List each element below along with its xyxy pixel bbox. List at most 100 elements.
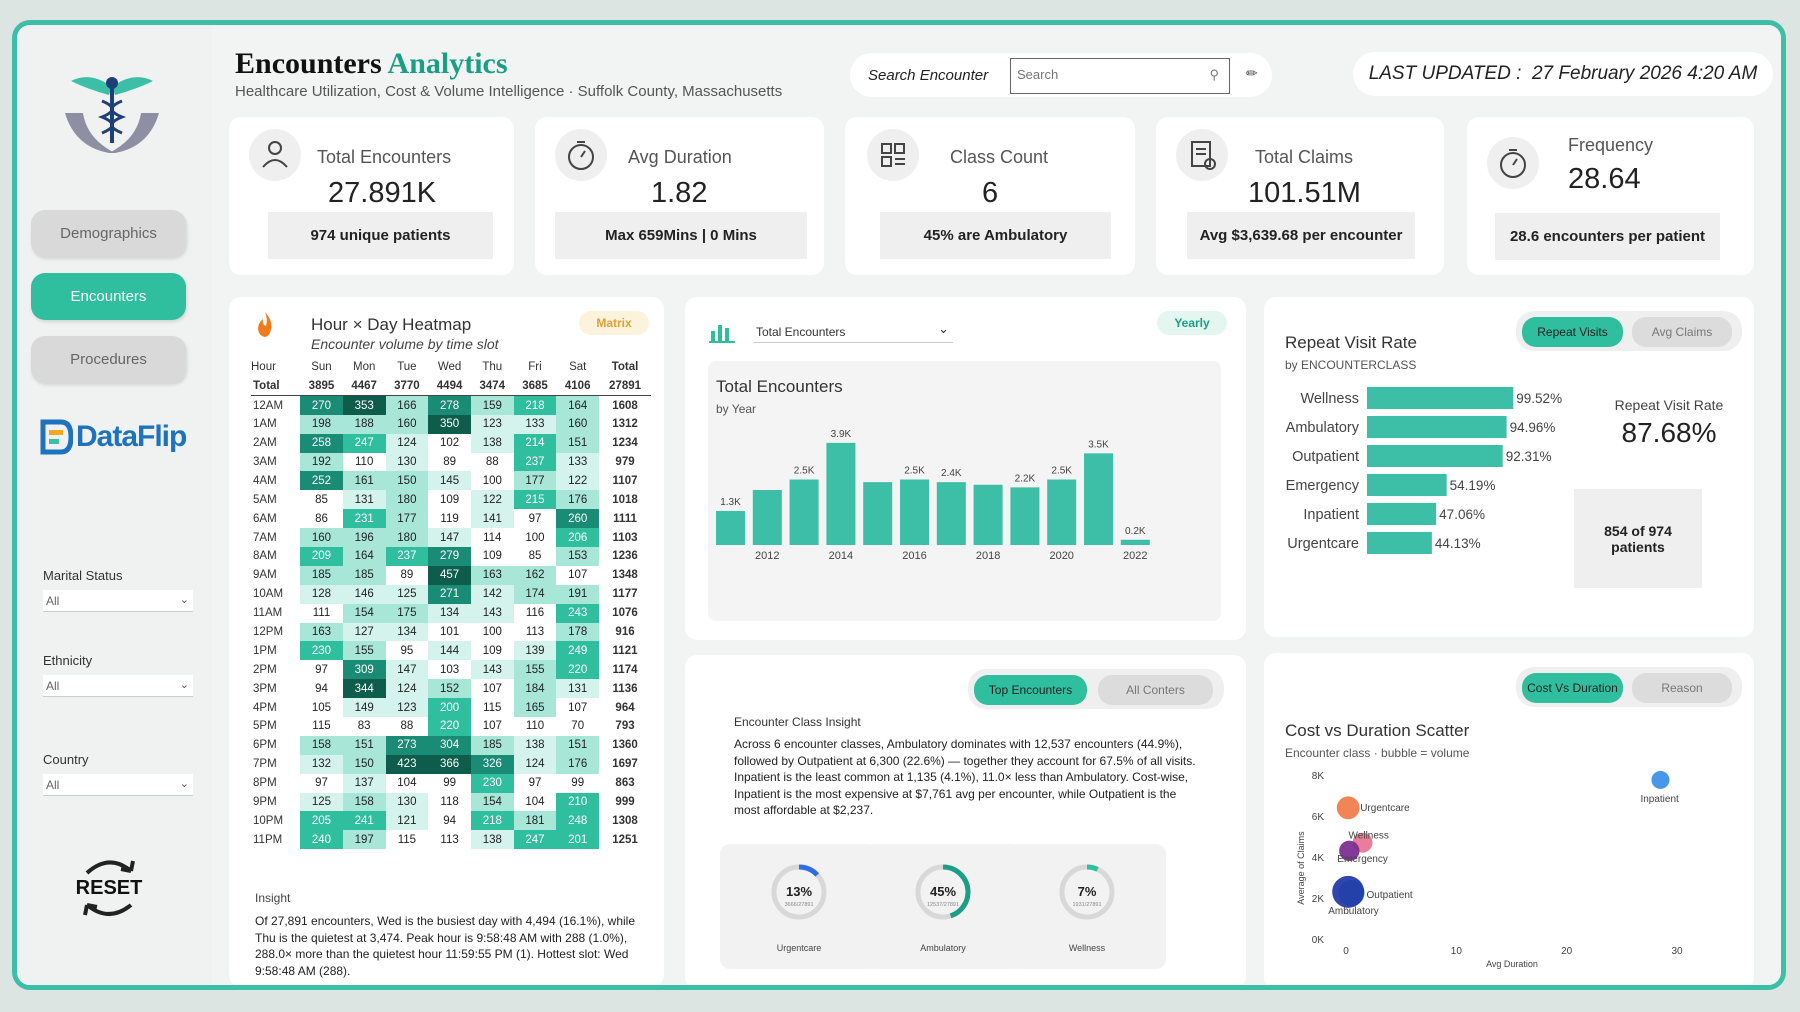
heatmap-cell: 100: [470, 622, 514, 642]
heatmap-col-header: Mon: [352, 361, 376, 373]
heatmap-title: Hour × Day Heatmap: [311, 315, 472, 334]
heatmap-row-total: 793: [615, 720, 635, 733]
heatmap-hour-label: 12PM: [253, 626, 284, 639]
heatmap-cell: 83: [342, 717, 386, 736]
x-axis-title: Avg Duration: [1486, 959, 1538, 969]
metric-dropdown[interactable]: Total Encounters ⌄: [753, 319, 953, 343]
nav-demographics[interactable]: Demographics: [31, 210, 186, 257]
repeat-bar-Emergency: [1367, 474, 1447, 496]
bar-2019: [1010, 487, 1040, 545]
bar-2022: [1120, 539, 1150, 545]
heatmap-cell: 247: [342, 433, 386, 453]
heatmap-cell: 197: [342, 830, 386, 850]
heatmap-cell: 109: [470, 547, 514, 566]
search-icon[interactable]: ⚲: [1209, 67, 1219, 82]
kpi-title: Total Encounters: [317, 147, 452, 167]
insight-body: Across 6 encounter classes, Ambulatory d…: [734, 737, 1196, 817]
heatmap-cell: 105: [300, 698, 343, 718]
heatmap-cell: 124: [385, 433, 429, 453]
heatmap-cell: 109: [470, 641, 514, 661]
heatmap-hour-label: 1PM: [253, 644, 277, 657]
heatmap-cell: 237: [513, 452, 557, 472]
heatmap-cell: 180: [385, 528, 429, 548]
filter-ethnicity[interactable]: All ⌄: [43, 675, 193, 697]
scatter-point-label: Urgentcare: [1360, 803, 1410, 814]
bar-data-label: 2.5K: [1051, 466, 1072, 477]
heatmap-row: 2PM 97 309 147 103 143 155 220 1174: [251, 660, 651, 680]
yearly-bar-chart: 1.3K 2012 2.5K 3.9K 2014 2.5K 2016 2.4K 2018 2.2K…: [716, 429, 1150, 562]
nav-encounters[interactable]: Encounters: [31, 273, 186, 320]
heatmap-row-total: 1107: [612, 474, 638, 487]
y-axis-title: Average of Claims: [1296, 831, 1306, 905]
heatmap-total-cell: 3685: [513, 377, 557, 397]
eraser-icon[interactable]: ✏: [1246, 65, 1258, 81]
heatmap-cell: 138: [513, 735, 557, 755]
heatmap-cell: 130: [385, 452, 429, 472]
heatmap-cell: 97: [300, 660, 343, 680]
heatmap-cell: 86: [300, 509, 343, 529]
x-tick-label: 2018: [976, 550, 1000, 562]
kpi-title: Frequency: [1568, 135, 1654, 155]
heatmap-total-cell: 27891: [599, 377, 651, 397]
tab-repeat-visits[interactable]: Repeat Visits: [1522, 317, 1623, 347]
heatmap-cell: 158: [300, 735, 343, 755]
heatmap-row: 7PM 132 150 423 366 326 124 176 1697: [251, 754, 651, 774]
heatmap-hour-label: 1AM: [253, 418, 277, 431]
heatmap-cell: 113: [428, 830, 471, 850]
matrix-badge[interactable]: Matrix: [579, 311, 649, 335]
repeat-data-label: 47.06%: [1439, 507, 1485, 522]
nav-procedures[interactable]: Procedures: [31, 336, 186, 383]
filter-country[interactable]: All ⌄: [43, 774, 193, 796]
scatter-chart: 0K 2K 4K 6K 8K 0 10 20 30 Avg Duration Average of …: [1296, 770, 1683, 969]
heatmap-cell: 252: [300, 471, 343, 491]
heatmap-cell: 160: [385, 414, 429, 434]
bar-chart-icon: [709, 325, 735, 343]
kpi-class-count: Class Count 6 45% are Ambulatory: [845, 117, 1135, 275]
heatmap-row: 4AM 252 161 150 145 100 177 122 1107: [251, 471, 651, 491]
heatmap-cell: 70: [556, 717, 600, 736]
heatmap-cell: 137: [342, 773, 386, 793]
heatmap-cell: 220: [556, 660, 600, 680]
heatmap-cell: 326: [470, 754, 514, 774]
heatmap-cell: 210: [556, 792, 600, 812]
heatmap-cell: 273: [385, 735, 429, 755]
heatmap-hour-label: 6AM: [253, 512, 277, 525]
donut-chart: 45% 12537/27891 Ambulatory: [915, 864, 971, 953]
heatmap-row-total: 1697: [612, 758, 638, 771]
scatter-point-label: Ambulatory: [1328, 906, 1379, 917]
tab-reason[interactable]: Reason: [1632, 673, 1732, 703]
donut-detail: 12537/27891: [927, 902, 959, 908]
heatmap-col-header: Tue: [397, 361, 417, 373]
insight-title: Encounter Class Insight: [734, 715, 861, 729]
heatmap-cell: 124: [385, 679, 429, 699]
filter-marital-status[interactable]: All ⌄: [43, 590, 193, 612]
caduceus-logo: [65, 77, 159, 153]
heatmap-cell: 175: [385, 603, 429, 623]
heatmap-cell: 174: [513, 584, 557, 604]
heatmap-total-cell: Total: [251, 377, 301, 397]
heatmap-cell: 176: [556, 490, 600, 510]
kpi-sub: Avg $3,639.68 per encounter: [1187, 212, 1415, 259]
yearly-chart-panel: Total Encounters by Year 1.3K 2012 2.5K 3.9…: [708, 361, 1221, 621]
heatmap-cell: 124: [513, 754, 557, 774]
bar-2018: [973, 484, 1003, 545]
heatmap-cell: 118: [428, 792, 471, 812]
yearly-badge[interactable]: Yearly: [1157, 311, 1227, 335]
search-box: ⚲: [1010, 58, 1230, 94]
donut-chart: 13% 3666/27891 Urgentcare: [771, 864, 827, 953]
tab-all-conters[interactable]: All Conters: [1098, 675, 1213, 705]
heatmap-cell: 279: [428, 547, 471, 566]
heatmap-col-header: Hour: [251, 361, 276, 373]
heatmap-cell: 166: [385, 395, 429, 415]
tab-avg-claims[interactable]: Avg Claims: [1632, 317, 1732, 347]
heatmap-cell: 100: [513, 528, 557, 548]
tab-top-encounters[interactable]: Top Encounters: [974, 675, 1087, 705]
heatmap-hour-label: 7AM: [253, 531, 277, 544]
tab-cost-vs-duration[interactable]: Cost Vs Duration: [1522, 673, 1623, 703]
heatmap-cell: 123: [470, 414, 514, 434]
dataflip-icon: [40, 419, 73, 455]
heatmap-row: 1AM 198 188 160 350 123 133 160 1312: [251, 414, 651, 434]
kpi-sub: Max 659Mins | 0 Mins: [555, 212, 807, 259]
reset-button[interactable]: RESET: [69, 853, 149, 923]
search-input[interactable]: [1017, 67, 1197, 82]
